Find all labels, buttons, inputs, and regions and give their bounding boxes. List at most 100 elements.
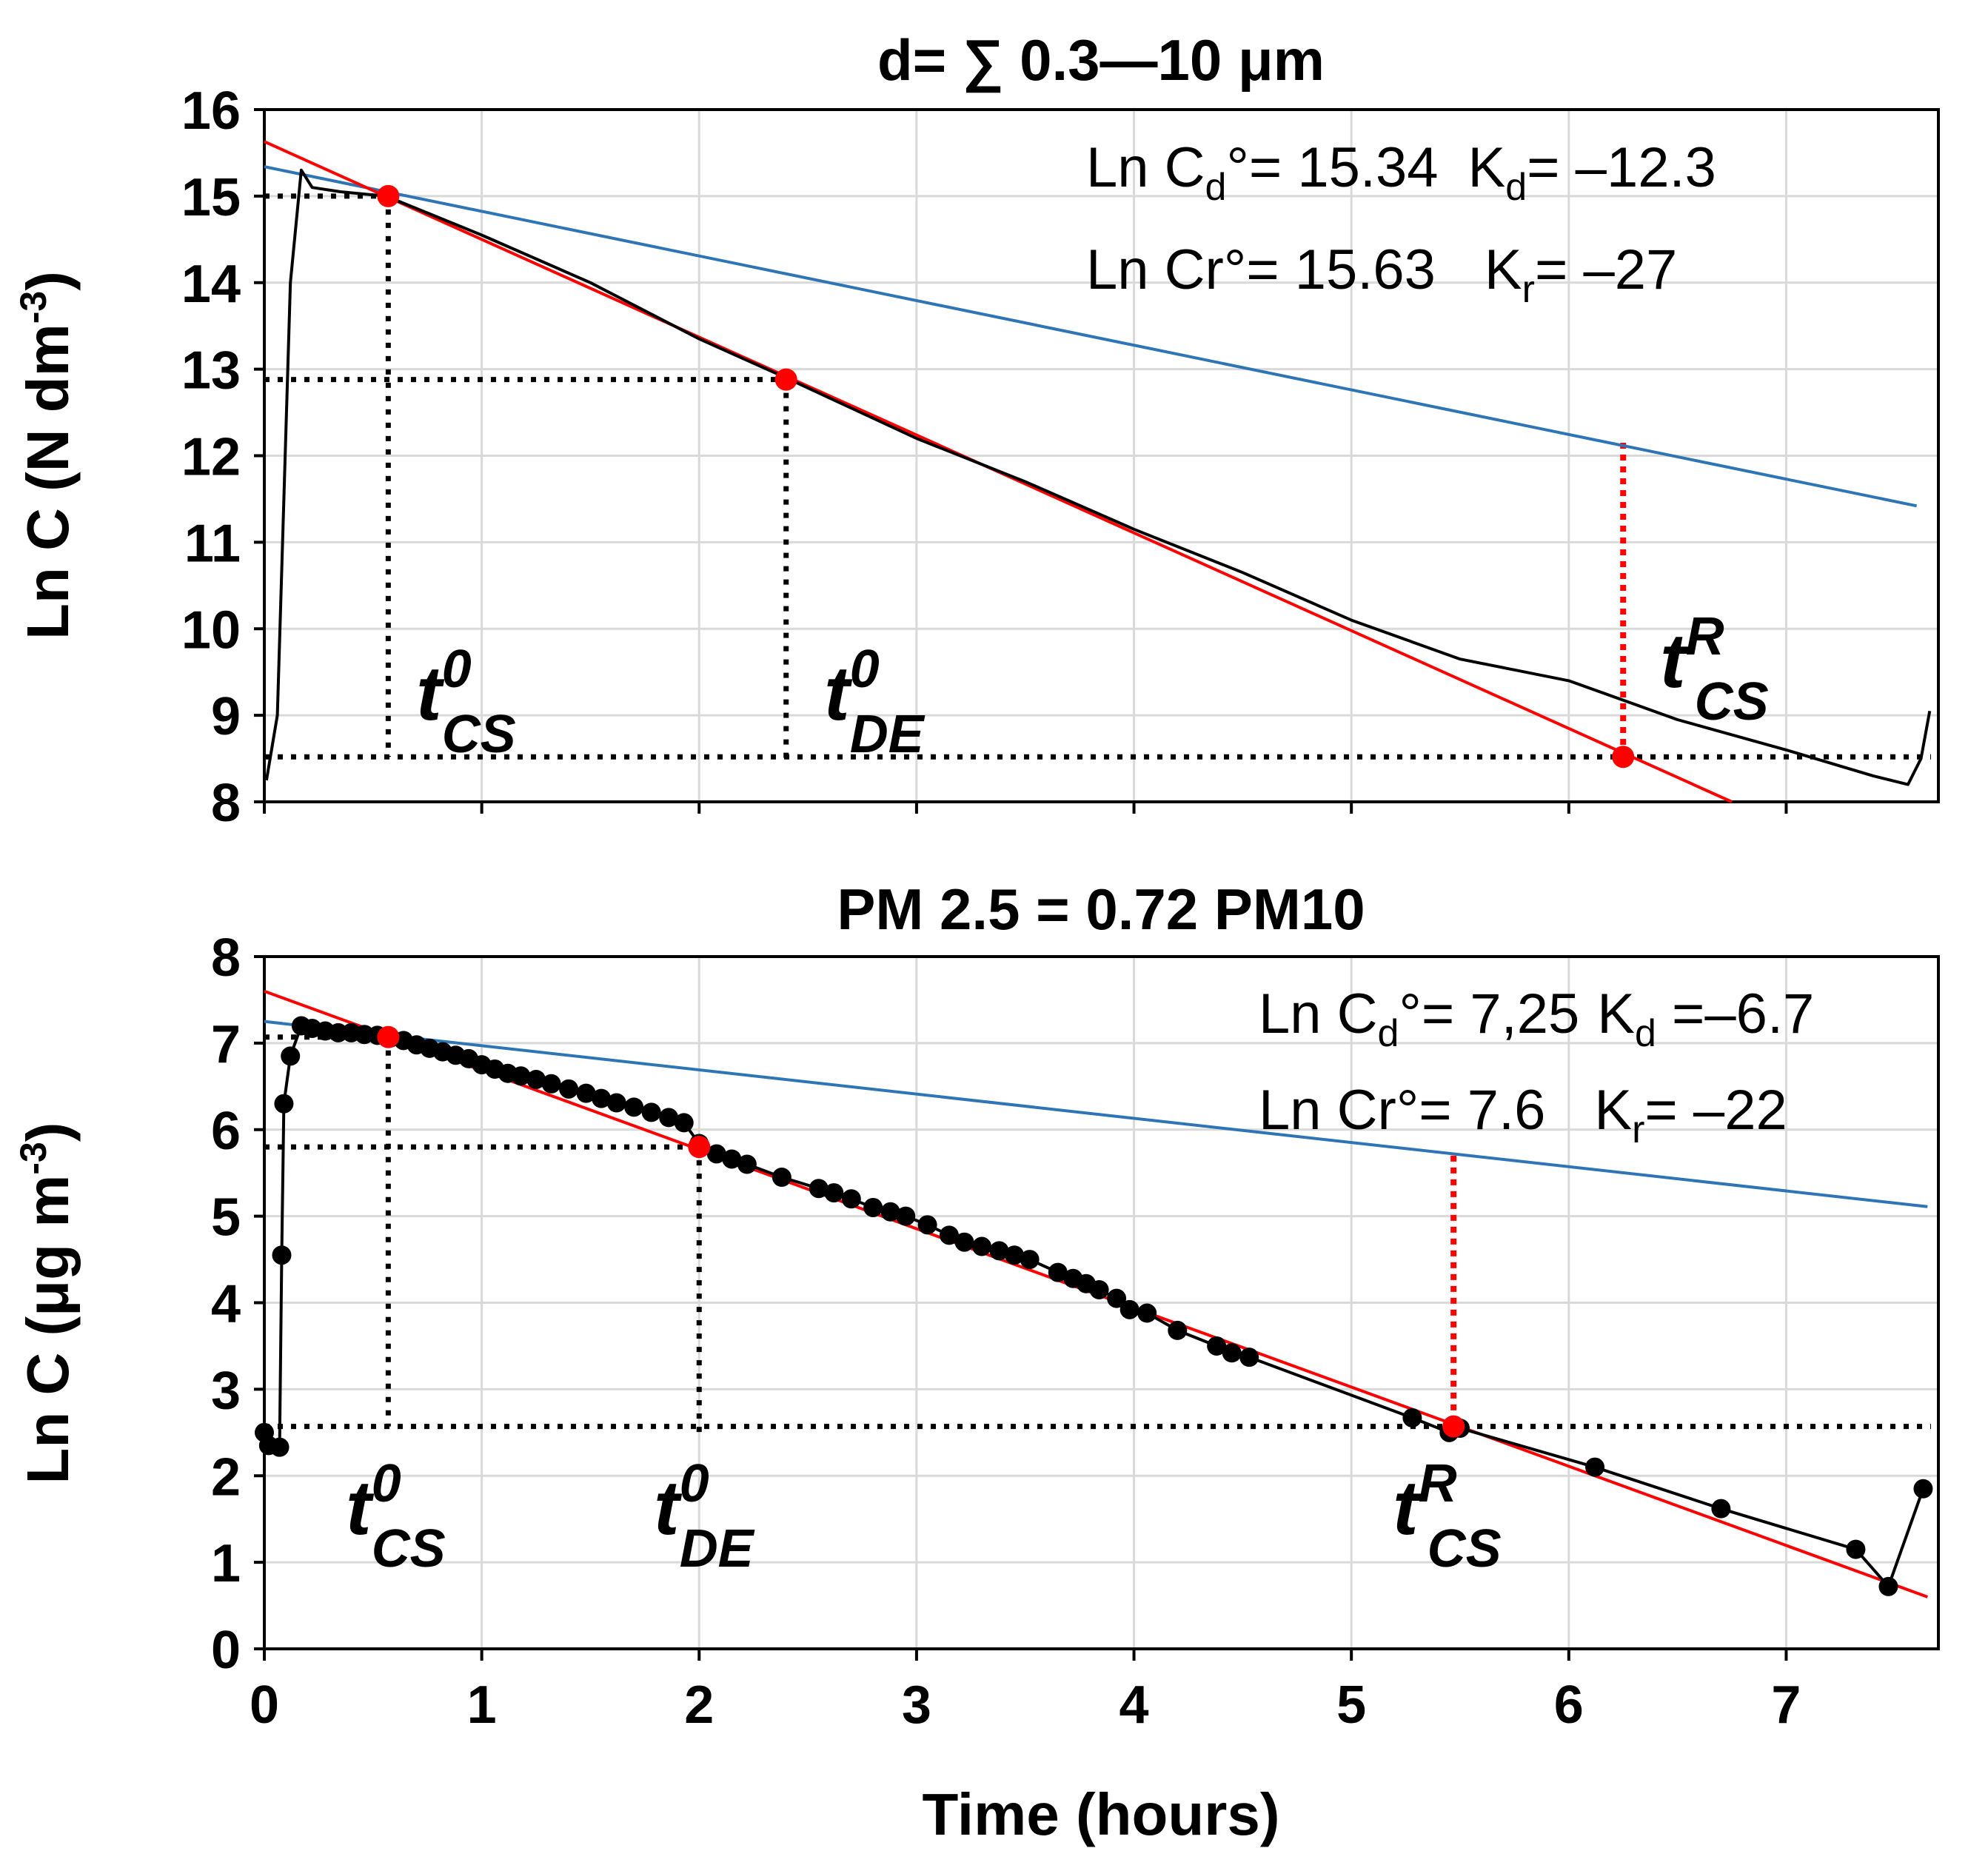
data-point <box>896 1206 916 1226</box>
label-tr-cs: tR CS <box>1393 1454 1502 1579</box>
svg-text:Ln C (N dm-3): Ln C (N dm-3) <box>13 271 81 640</box>
data-point <box>511 1066 531 1086</box>
y-tick-label: 3 <box>211 1361 241 1420</box>
label-t0-de: t0 DE <box>654 1454 755 1579</box>
x-tick-label: 5 <box>1336 1675 1366 1735</box>
y-tick-label: 2 <box>211 1447 241 1507</box>
data-point <box>863 1197 883 1217</box>
label-t0-cs: t0 CS <box>416 640 516 764</box>
fit-line-cd <box>264 165 1918 508</box>
data-point <box>772 1168 791 1188</box>
y-tick-label: 6 <box>211 1102 241 1161</box>
data-point <box>880 1202 900 1222</box>
data-point <box>1402 1407 1422 1427</box>
data-point <box>1711 1499 1731 1519</box>
data-point <box>841 1189 861 1209</box>
y-tick-label: 4 <box>211 1275 241 1334</box>
data-point <box>809 1179 829 1199</box>
y-tick-label: 12 <box>181 428 241 487</box>
panel-bottom: PM 2.5 = 0.72 PM10 Ln C (μg m-3) 0 1 2 3 4 5 6… <box>13 877 1940 1847</box>
gridlines <box>263 955 1938 1650</box>
y-tick-label: 9 <box>211 687 241 746</box>
data-point <box>606 1093 626 1113</box>
data-point <box>1119 1299 1139 1319</box>
data-point <box>1137 1303 1157 1323</box>
label-t0-de: t0 DE <box>824 640 926 764</box>
data-point <box>281 1046 301 1066</box>
data-point <box>1239 1348 1259 1367</box>
data-point <box>1089 1279 1109 1299</box>
y-tick-label: 1 <box>211 1534 241 1593</box>
data-point <box>592 1088 612 1108</box>
data-point <box>1585 1457 1605 1477</box>
y-axis-label: Ln C (N dm-3) <box>13 271 81 640</box>
fit-line-cd <box>264 1020 1928 1208</box>
key-point-tr-cs <box>1612 746 1635 769</box>
data-point <box>641 1102 661 1122</box>
data-series <box>264 168 1932 786</box>
y-axis-label-sup: -3 <box>13 291 54 324</box>
guides <box>264 1034 1931 1436</box>
data-point <box>737 1154 757 1174</box>
annotation-cd: Ln Cd°= 15.34 Kd= –12.3 <box>1086 136 1716 209</box>
x-tick-label: 3 <box>902 1675 931 1735</box>
y-axis-label-text: Ln C (μg m <box>15 1175 81 1484</box>
data-point <box>270 1437 290 1457</box>
data-point <box>659 1108 679 1128</box>
key-points <box>377 1025 1465 1438</box>
y-axis-label-end: ) <box>15 1122 81 1142</box>
label-tr-cs: tR CS <box>1660 607 1769 732</box>
x-tick-label: 0 <box>250 1675 279 1735</box>
key-point-t0-de <box>774 368 797 391</box>
data-point <box>1207 1336 1227 1356</box>
label-t0-cs: t0 CS <box>346 1454 446 1579</box>
y-tick-label: 7 <box>211 1015 241 1074</box>
key-points <box>377 184 1635 769</box>
data-point <box>1222 1343 1242 1363</box>
x-tick-marks <box>263 1649 1788 1661</box>
data-point <box>526 1069 546 1089</box>
data-point <box>559 1079 579 1099</box>
data-series <box>255 1016 1933 1596</box>
y-tick-label: 13 <box>181 341 241 401</box>
data-point <box>1107 1288 1127 1308</box>
y-tick-label: 15 <box>181 168 241 227</box>
x-tick-label: 6 <box>1554 1675 1584 1735</box>
y-axis-label-end: ) <box>15 271 81 291</box>
x-tick-marks <box>263 802 1788 814</box>
annotation-cd: Ln Cd°= 7,25 Kd =–6.7 <box>1259 982 1814 1055</box>
key-point-t0-cs <box>377 1025 400 1048</box>
panel-top: d= ∑ 0.3—10 μm Ln C (N dm-3) 8 9 10 11 12 13 1… <box>13 27 1940 833</box>
x-axis-label: Time (hours) <box>922 1781 1279 1847</box>
key-point-t0-de <box>688 1136 711 1159</box>
y-axis-label: Ln C (μg m-3) <box>13 1122 81 1484</box>
data-point <box>1005 1245 1025 1265</box>
data-point <box>541 1074 561 1094</box>
key-point-t0-cs <box>377 184 400 207</box>
y-tick-label: 16 <box>181 81 241 141</box>
data-point <box>1846 1539 1866 1559</box>
x-tick-label: 1 <box>467 1675 497 1735</box>
y-tick-label: 14 <box>181 255 241 314</box>
y-tick-label: 5 <box>211 1188 241 1248</box>
annotation-cr: Ln Cr°= 7.6 Kr= –22 <box>1259 1079 1787 1151</box>
guides <box>264 193 1931 766</box>
x-tick-label: 7 <box>1771 1675 1801 1735</box>
data-point <box>1020 1250 1040 1270</box>
key-point-tr-cs <box>1442 1415 1465 1438</box>
gridlines <box>263 108 1938 803</box>
data-point <box>917 1215 937 1235</box>
y-tick-label: 8 <box>211 928 241 988</box>
data-point <box>1048 1262 1068 1282</box>
data-point <box>272 1245 292 1265</box>
data-point <box>706 1144 726 1164</box>
series-line-measured <box>264 168 1932 786</box>
data-point <box>576 1083 596 1103</box>
svg-text:Ln C (μg m-3): Ln C (μg m-3) <box>13 1122 81 1484</box>
data-point <box>1878 1576 1898 1596</box>
data-point <box>972 1236 991 1256</box>
data-point <box>989 1241 1009 1261</box>
annotation-cr: Ln Cr°= 15.63 Kr= –27 <box>1086 238 1677 311</box>
data-point <box>824 1183 844 1203</box>
data-point <box>722 1149 742 1169</box>
